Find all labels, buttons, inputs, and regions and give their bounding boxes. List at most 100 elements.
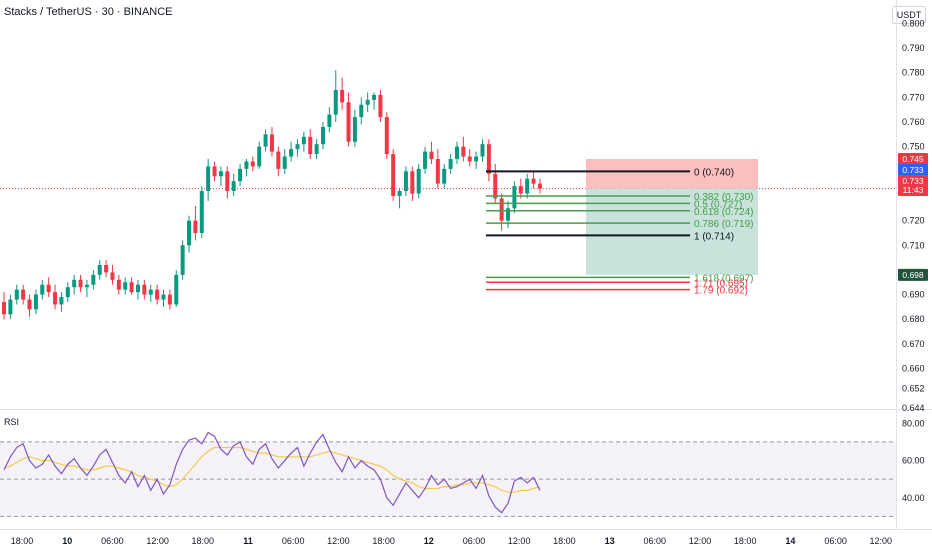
candle-body	[33, 294, 38, 310]
candle-body	[346, 102, 351, 142]
candle-body	[123, 282, 128, 290]
stop-loss-zone	[586, 158, 758, 189]
x-tick-label: 18:00	[553, 536, 576, 546]
fib-label: 0.786 (0.719)	[694, 219, 754, 230]
y-tick-label: 0.720	[902, 216, 925, 226]
price-badge-countdown-bg	[898, 184, 928, 196]
currency-selector[interactable]: USDT	[892, 6, 926, 24]
candle-body	[321, 126, 325, 145]
fib-label: 1.618 (0.697)	[694, 273, 754, 284]
candle-body	[506, 208, 511, 221]
candle-body	[454, 146, 459, 159]
y-tick-label: 0.680	[902, 314, 925, 324]
candle-body	[531, 178, 536, 184]
candle-body	[84, 284, 89, 288]
candle-body	[110, 272, 115, 280]
fib-label: 1.71 (0.695)	[694, 278, 748, 289]
candle-body	[327, 114, 332, 127]
candle-body	[499, 198, 504, 221]
price-badge-current: 0.733	[902, 165, 924, 175]
x-tick-label: 18:00	[734, 536, 757, 546]
candle-body	[359, 104, 364, 118]
candle-body	[53, 292, 58, 305]
price-badge-countdown: 11:43	[903, 185, 924, 195]
candle-body	[129, 282, 134, 293]
fib-label: 0 (0.740)	[694, 167, 734, 178]
price-badge-last: 0.733	[902, 176, 924, 186]
candle-body	[416, 168, 421, 194]
candle-body	[282, 156, 287, 169]
candle-body	[295, 144, 300, 150]
candle-body	[442, 168, 447, 184]
candle-body	[91, 274, 96, 285]
candle-body	[97, 265, 102, 275]
candle-body	[423, 151, 428, 169]
y-tick-label: 0.750	[902, 142, 925, 152]
candle-body	[372, 94, 377, 100]
candle-body	[410, 171, 415, 194]
candle-body	[14, 289, 19, 300]
candle-body	[244, 161, 249, 169]
candle-body	[397, 191, 402, 196]
price-badge-target: 0.698	[902, 270, 924, 280]
candle-body	[218, 171, 223, 177]
candle-body	[525, 178, 530, 194]
candle-body	[435, 158, 440, 184]
x-tick-label: 12:00	[870, 536, 893, 546]
candle-body	[467, 156, 472, 162]
x-tick-label: 12:00	[327, 536, 350, 546]
candle-body	[27, 299, 32, 310]
rsi-label: RSI	[4, 417, 19, 427]
x-tick-label: 12:00	[146, 536, 169, 546]
x-tick-label: 06:00	[824, 536, 847, 546]
candle-body	[231, 181, 236, 192]
candle-body	[518, 186, 523, 194]
x-tick-label: 06:00	[101, 536, 124, 546]
candle-body	[212, 166, 217, 177]
candle-body	[161, 294, 166, 300]
candle-body	[206, 166, 211, 192]
x-tick-label: 18:00	[192, 536, 215, 546]
candle-body	[193, 220, 198, 233]
fib-label: 1 (0.714)	[694, 231, 734, 242]
candle-body	[199, 191, 204, 233]
candle-body	[155, 289, 160, 300]
candle-body	[537, 183, 542, 189]
rsi-tick-label: 40.00	[902, 493, 925, 503]
candle-body	[135, 284, 140, 293]
candle-body	[238, 168, 243, 182]
candle-body	[474, 156, 479, 162]
candle-body	[352, 117, 357, 142]
price-badge-current-bg	[898, 164, 928, 176]
candle-body	[403, 171, 408, 192]
candle-body	[72, 279, 77, 288]
candle-body	[257, 146, 262, 167]
candle-body	[104, 265, 109, 273]
y-tick-label: 0.760	[902, 117, 925, 127]
x-tick-label: 12:00	[508, 536, 531, 546]
candle-body	[461, 146, 466, 157]
candle-body	[174, 274, 179, 305]
candle-body	[21, 289, 26, 300]
candle-body	[301, 136, 306, 145]
rsi-ma-line	[3, 446, 541, 493]
candle-body	[486, 144, 491, 174]
fib-label: 1.79 (0.692)	[694, 286, 748, 297]
candle-body	[480, 144, 485, 157]
rsi-line	[3, 431, 541, 514]
x-tick-label: 06:00	[463, 536, 486, 546]
price-badge-high-bg	[898, 152, 928, 165]
fib-label: 0.5 (0.727)	[694, 199, 742, 210]
candle-body	[308, 136, 313, 155]
rsi-tick-label: 80.00	[902, 418, 925, 428]
candle-body	[391, 154, 396, 196]
candle-body	[365, 99, 370, 105]
candle-body	[448, 158, 453, 169]
candle-body	[276, 151, 281, 169]
chart-title: Stacks / TetherUS · 30 · BINANCE	[4, 6, 173, 18]
candle-body	[148, 289, 153, 295]
y-tick-label: 0.770	[902, 92, 925, 102]
candle-body	[78, 279, 83, 288]
y-tick-label: 0.660	[902, 364, 925, 374]
